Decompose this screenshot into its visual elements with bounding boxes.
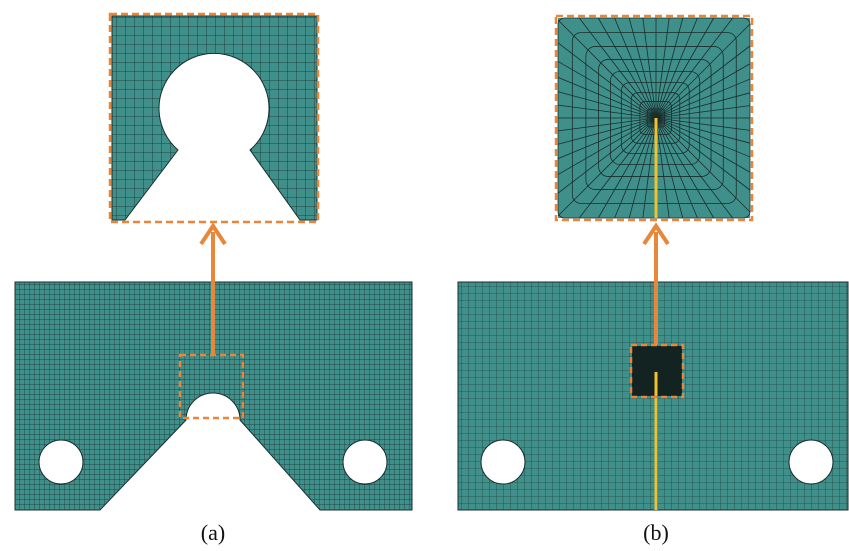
- panel-label: (a): [201, 520, 225, 545]
- figure: (a) (b): [0, 0, 849, 551]
- zoom-mesh: [112, 16, 317, 220]
- panel-b: (b): [458, 16, 848, 545]
- panel-a: (a): [15, 14, 412, 545]
- panel-label: (b): [643, 520, 669, 545]
